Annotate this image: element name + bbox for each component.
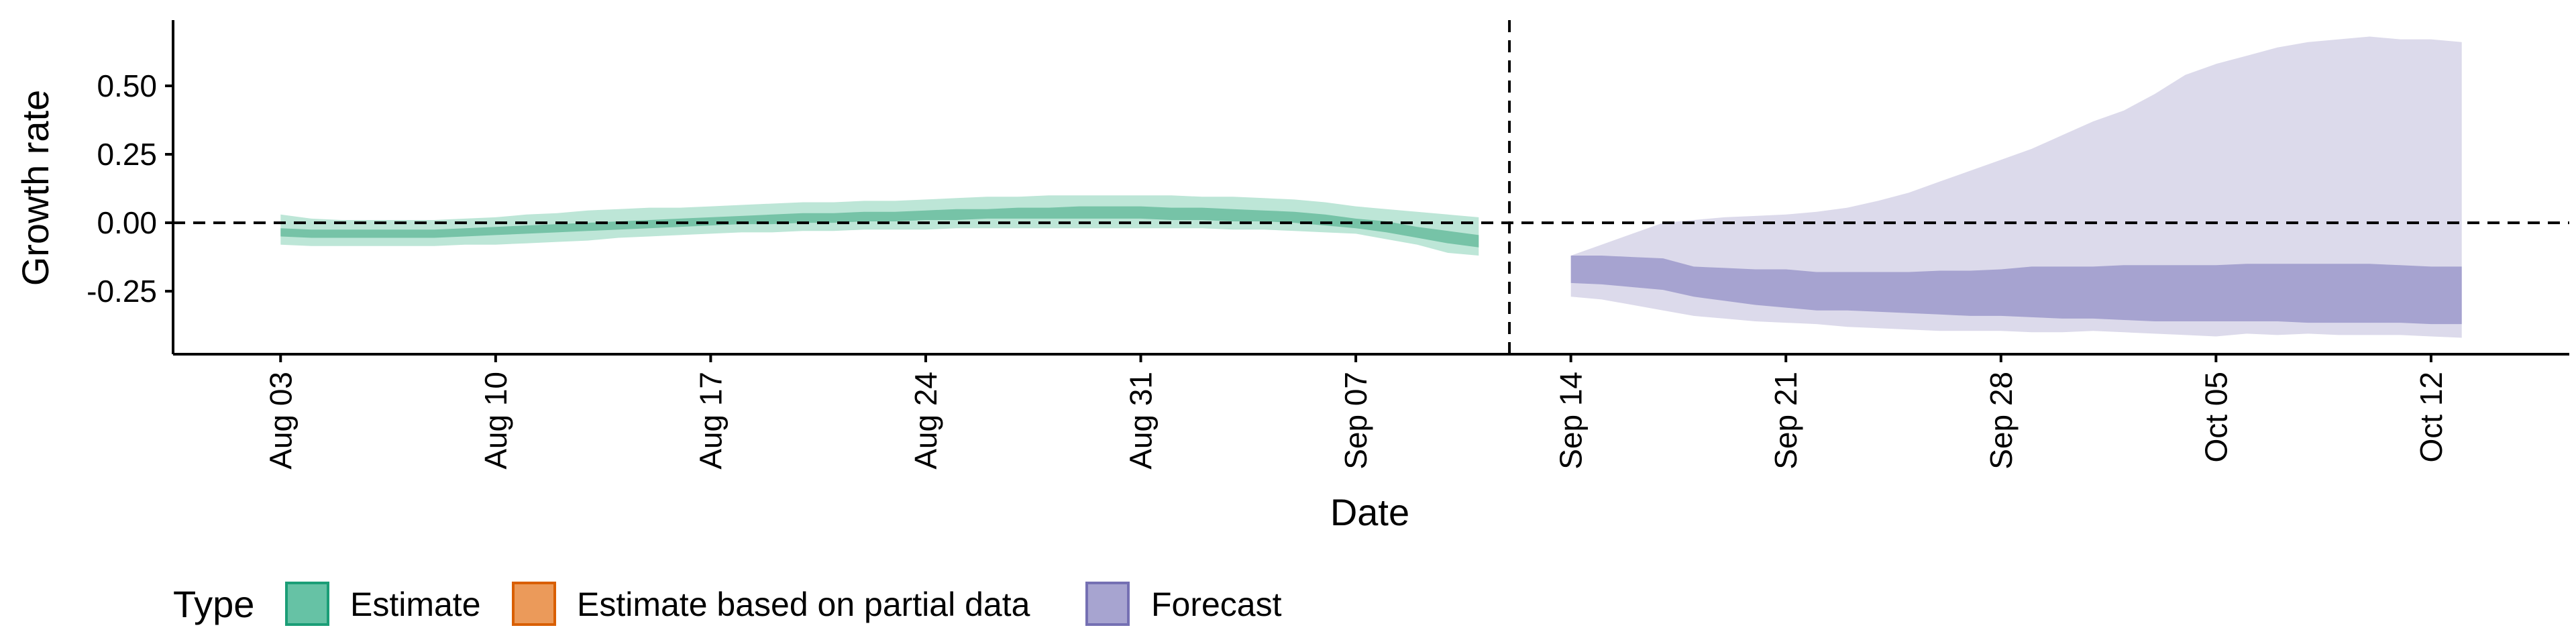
y-axis-title: Growth rate [14, 90, 56, 286]
y-axis-ticks: 0.50 0.25 0.00 -0.25 [87, 68, 173, 309]
x-axis-title: Date [1330, 491, 1409, 533]
estimate-outer-band [280, 195, 1479, 256]
x-tick-label: Aug 17 [693, 372, 728, 470]
x-tick-label: Aug 03 [263, 372, 298, 470]
forecast-inner-band [1570, 256, 2462, 325]
legend-label-forecast: Forecast [1151, 586, 1282, 623]
forecast-outer-band [1570, 36, 2462, 338]
x-tick-label: Oct 05 [2198, 372, 2233, 463]
reference-lines [173, 20, 2569, 354]
y-tick-label: 0.00 [97, 205, 157, 240]
legend-item-partial-estimate: Estimate based on partial data [512, 582, 1030, 626]
y-tick-label: 0.50 [97, 68, 157, 103]
x-tick-label: Sep 21 [1768, 372, 1803, 470]
ribbon-layer [280, 36, 2462, 338]
legend: Type Estimate Estimate based on partial … [173, 582, 1282, 626]
x-axis-ticks: Aug 03 Aug 10 Aug 17 Aug 24 Aug 31 Sep 07 Sep … [263, 354, 2449, 470]
legend-label-estimate: Estimate [350, 586, 481, 623]
legend-item-estimate: Estimate [285, 582, 481, 626]
legend-title: Type [173, 583, 254, 625]
y-tick-label: 0.25 [97, 137, 157, 172]
x-tick-label: Aug 31 [1124, 372, 1159, 470]
x-tick-label: Sep 07 [1338, 372, 1373, 470]
estimate-inner-band [280, 206, 1479, 248]
x-tick-label: Sep 28 [1984, 372, 2019, 470]
x-tick-label: Aug 24 [908, 372, 943, 470]
x-tick-label: Aug 10 [478, 372, 513, 470]
legend-item-forecast: Forecast [1085, 582, 1282, 626]
legend-key-estimate [285, 582, 329, 626]
y-tick-label: -0.25 [87, 274, 157, 309]
x-tick-label: Oct 12 [2414, 372, 2449, 463]
legend-key-forecast [1085, 582, 1130, 626]
legend-label-partial-estimate: Estimate based on partial data [577, 586, 1030, 623]
x-tick-label: Sep 14 [1554, 372, 1589, 470]
axes [172, 20, 2569, 356]
legend-key-partial-estimate [512, 582, 556, 626]
